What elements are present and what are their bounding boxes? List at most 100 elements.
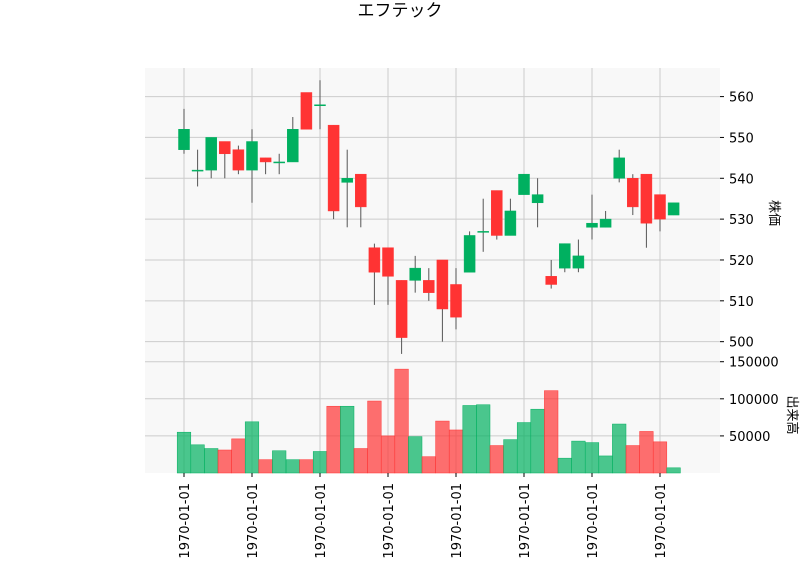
volume-bar bbox=[625, 445, 640, 474]
candle-body bbox=[287, 129, 299, 163]
candle-body bbox=[409, 267, 421, 281]
chart-title: エフテック bbox=[358, 1, 443, 21]
candle-body bbox=[300, 92, 313, 130]
candle-body bbox=[436, 259, 449, 310]
price-tick-label: 530 bbox=[729, 213, 754, 228]
price-axis-label: 株価 bbox=[766, 200, 781, 226]
candle-body bbox=[382, 247, 394, 277]
candle-body bbox=[205, 137, 217, 171]
candle-body bbox=[178, 129, 190, 150]
candle-body bbox=[491, 190, 503, 236]
candle-body bbox=[219, 141, 231, 155]
price-tick-label: 550 bbox=[729, 131, 754, 146]
candle-body bbox=[627, 178, 639, 208]
volume-bar bbox=[435, 420, 450, 474]
volume-bar bbox=[367, 400, 382, 474]
price-tick-label: 560 bbox=[729, 91, 754, 106]
candle-body bbox=[586, 222, 598, 228]
candle-body bbox=[613, 157, 625, 179]
price-panel: 500 510 520 530 540 550 560 bbox=[145, 68, 754, 358]
volume-bar bbox=[190, 444, 205, 474]
volume-bar bbox=[448, 429, 464, 474]
volume-bar bbox=[217, 449, 232, 474]
volume-tick-label: 100000 bbox=[729, 393, 779, 408]
volume-bar bbox=[285, 459, 300, 474]
candle-body bbox=[355, 173, 367, 208]
candle-body bbox=[504, 210, 517, 236]
x-tick-label: 1970-01-01 bbox=[246, 483, 261, 559]
volume-bar bbox=[231, 438, 246, 474]
volume-bar bbox=[476, 404, 491, 474]
x-axis: 1970-01-01 1970-01-01 1970-01-01 1970-01-01… bbox=[178, 473, 669, 559]
candle-body bbox=[450, 284, 462, 318]
volume-bar bbox=[326, 405, 341, 474]
candle-body bbox=[667, 202, 680, 216]
volume-bar bbox=[598, 455, 613, 474]
volume-bar bbox=[312, 451, 328, 474]
candle-body bbox=[368, 247, 381, 273]
volume-bar bbox=[258, 459, 273, 474]
candle-body bbox=[259, 157, 272, 163]
candle-body bbox=[572, 255, 585, 269]
x-tick-label: 1970-01-01 bbox=[382, 483, 397, 559]
volume-bar bbox=[652, 441, 668, 474]
volume-bar bbox=[571, 440, 586, 474]
volume-bar bbox=[503, 439, 518, 474]
volume-panel: 50000 100000 150000 bbox=[145, 356, 779, 474]
candle-body bbox=[599, 218, 612, 228]
volume-bar bbox=[557, 457, 572, 474]
volume-bar bbox=[421, 456, 436, 474]
candle-body bbox=[327, 124, 340, 212]
candle-body bbox=[423, 280, 435, 293]
price-panel-background bbox=[145, 68, 720, 358]
price-tick-label: 500 bbox=[729, 336, 754, 351]
x-tick-label: 1970-01-01 bbox=[518, 483, 533, 559]
volume-axis-label: 出来高 bbox=[784, 395, 800, 434]
x-tick-label: 1970-01-01 bbox=[586, 483, 601, 559]
x-tick-label: 1970-01-01 bbox=[314, 483, 329, 559]
volume-bar bbox=[639, 431, 654, 474]
volume-bar bbox=[489, 445, 504, 474]
volume-bar bbox=[244, 421, 260, 474]
candle-body bbox=[232, 149, 245, 171]
candle-body bbox=[273, 161, 285, 164]
candle-body bbox=[654, 194, 666, 220]
x-tick-label: 1970-01-01 bbox=[178, 483, 193, 559]
candle-body bbox=[463, 235, 476, 273]
candle-body bbox=[545, 276, 557, 285]
volume-bar bbox=[272, 450, 287, 474]
volume-bar bbox=[544, 390, 559, 474]
volume-bar bbox=[299, 459, 314, 474]
volume-bar bbox=[176, 431, 192, 474]
volume-bar bbox=[353, 448, 368, 474]
candle-body bbox=[640, 173, 653, 224]
candle-body bbox=[559, 243, 571, 269]
volume-bar bbox=[408, 436, 423, 474]
price-tick-label: 510 bbox=[729, 295, 754, 310]
candle-body bbox=[477, 231, 489, 233]
volume-bar bbox=[612, 423, 627, 474]
candle-body bbox=[314, 104, 326, 107]
price-tick-label: 540 bbox=[729, 172, 754, 187]
volume-bar bbox=[340, 405, 355, 474]
price-tick-label: 520 bbox=[729, 254, 754, 269]
volume-bar bbox=[666, 467, 681, 474]
volume-bar bbox=[584, 442, 600, 474]
volume-bar bbox=[530, 408, 545, 474]
candle-body bbox=[246, 141, 258, 171]
candle-body bbox=[518, 173, 530, 195]
x-tick-label: 1970-01-01 bbox=[450, 483, 465, 559]
candle-body bbox=[341, 178, 353, 183]
volume-bar bbox=[516, 422, 532, 474]
volume-bar bbox=[462, 405, 477, 474]
volume-bar bbox=[394, 368, 409, 474]
candle-body bbox=[531, 194, 544, 204]
candle-body bbox=[395, 280, 408, 338]
candle-body bbox=[191, 169, 204, 172]
volume-tick-label: 150000 bbox=[729, 356, 779, 371]
volume-tick-label: 50000 bbox=[729, 430, 770, 445]
x-tick-label: 1970-01-01 bbox=[654, 483, 669, 559]
volume-bar bbox=[380, 435, 396, 474]
volume-bar bbox=[204, 448, 219, 474]
